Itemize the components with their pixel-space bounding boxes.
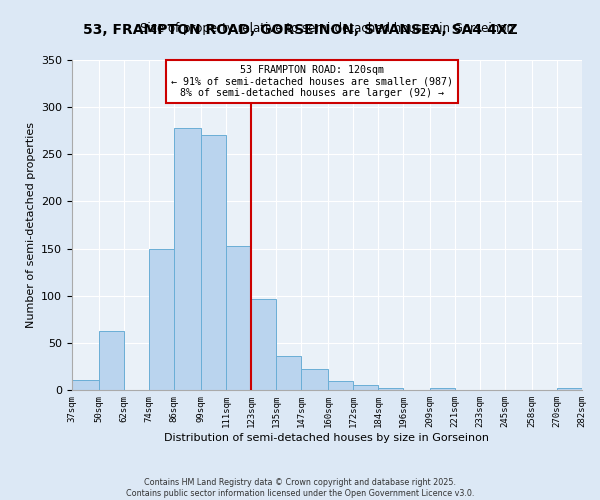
Bar <box>557 388 582 390</box>
Bar <box>378 388 403 390</box>
Bar <box>149 248 174 390</box>
Bar <box>251 298 276 390</box>
Text: Contains HM Land Registry data © Crown copyright and database right 2025.
Contai: Contains HM Land Registry data © Crown c… <box>126 478 474 498</box>
Bar <box>301 370 328 390</box>
Text: 53 FRAMPTON ROAD: 120sqm
← 91% of semi-detached houses are smaller (987)
8% of s: 53 FRAMPTON ROAD: 120sqm ← 91% of semi-d… <box>170 65 453 98</box>
Bar <box>201 136 226 390</box>
Y-axis label: Number of semi-detached properties: Number of semi-detached properties <box>26 122 35 328</box>
Bar <box>328 380 353 390</box>
Bar <box>353 386 378 390</box>
Bar <box>174 128 201 390</box>
Bar <box>99 330 124 390</box>
Text: 53, FRAMPTON ROAD, GORSEINON, SWANSEA, SA4 4XZ: 53, FRAMPTON ROAD, GORSEINON, SWANSEA, S… <box>83 23 517 37</box>
Bar <box>226 246 251 390</box>
X-axis label: Distribution of semi-detached houses by size in Gorseinon: Distribution of semi-detached houses by … <box>164 432 490 442</box>
Bar <box>430 388 455 390</box>
Bar <box>276 356 301 390</box>
Bar <box>72 380 99 390</box>
Title: Size of property relative to semi-detached houses in Gorseinon: Size of property relative to semi-detach… <box>140 22 514 35</box>
